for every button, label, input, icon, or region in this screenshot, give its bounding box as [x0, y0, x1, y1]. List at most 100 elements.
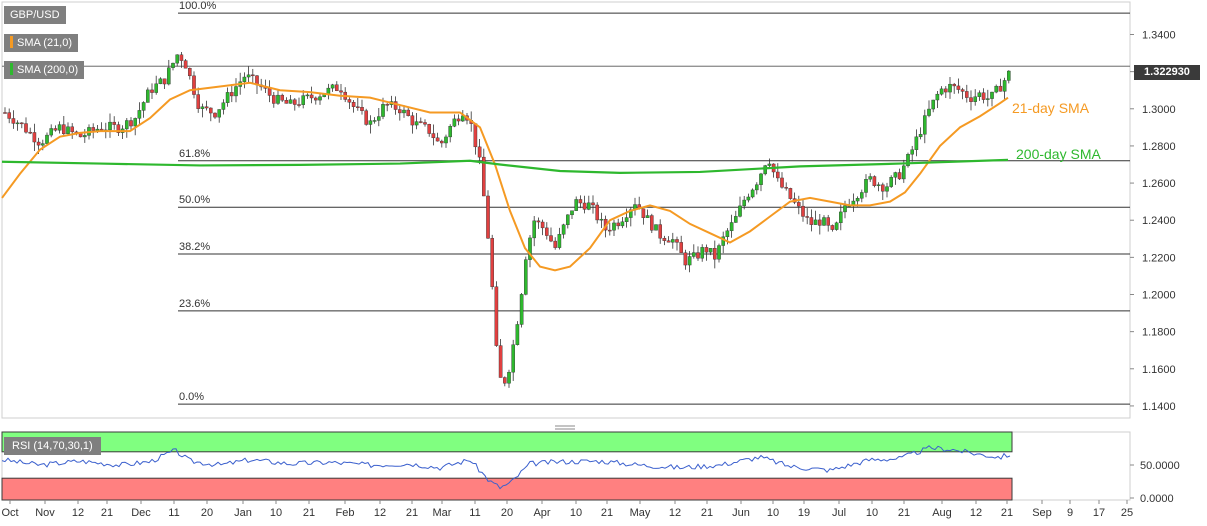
candle-body: [246, 74, 251, 78]
candle-body: [549, 235, 553, 242]
candle-body: [494, 286, 499, 346]
candle-body: [498, 345, 503, 378]
candle-body: [24, 123, 28, 133]
candle-body: [557, 234, 562, 248]
candle-body: [36, 141, 41, 146]
candle-body: [578, 199, 583, 204]
candle-body: [503, 377, 507, 384]
candle-body: [486, 195, 490, 239]
x-tick-label: 12: [970, 507, 982, 519]
legend-sma21-label: SMA (21,0): [17, 37, 73, 49]
x-tick-label: 21: [701, 507, 713, 519]
candle-body: [187, 68, 192, 77]
candle-body: [1002, 80, 1007, 92]
candle-body: [364, 110, 369, 125]
candle-body: [914, 136, 919, 150]
candle-body: [276, 94, 280, 104]
candle-body: [902, 165, 906, 180]
candle-body: [881, 184, 885, 192]
candle-body: [574, 199, 578, 211]
candle-body: [381, 104, 385, 117]
candle-body: [960, 89, 965, 92]
candle-body: [335, 84, 339, 91]
moving-averages: [1, 81, 1009, 272]
x-tick-label: 21: [101, 507, 113, 519]
candle-body: [414, 121, 419, 126]
x-tick-label: Mar: [433, 507, 452, 519]
candle-body: [108, 121, 112, 131]
candle-body: [477, 146, 482, 158]
x-tick-label: May: [630, 507, 651, 519]
candle-body: [931, 99, 935, 110]
candle-body: [435, 137, 440, 142]
candle-body: [872, 176, 877, 186]
candle-body: [393, 101, 398, 110]
candle-body: [444, 136, 448, 144]
candle-body: [662, 237, 667, 241]
x-tick-label: Jun: [732, 507, 750, 519]
candle-body: [175, 54, 180, 64]
candle-body: [11, 118, 16, 124]
candle-body: [666, 240, 671, 243]
candle-body: [82, 135, 87, 138]
candle-body: [507, 371, 511, 384]
candle-body: [566, 214, 570, 225]
candle-body: [939, 88, 944, 95]
candle-body: [608, 229, 612, 232]
candle-body: [582, 202, 587, 210]
candle-body: [3, 112, 7, 114]
x-tick-label: Nov: [35, 507, 55, 519]
candle-body: [545, 227, 549, 236]
candle-body: [124, 120, 129, 130]
x-tick-label: Dec: [131, 507, 151, 519]
candle-body: [368, 120, 373, 125]
candle-body: [377, 116, 381, 121]
candle-body: [763, 165, 767, 175]
x-tick-label: 11: [469, 507, 480, 519]
candle-body: [868, 176, 872, 180]
candle-body: [981, 92, 986, 100]
candle-body: [162, 78, 167, 85]
x-tick-label: 12: [374, 507, 386, 519]
candle-body: [780, 177, 784, 188]
rsi-legend: RSI (14,70,30,1): [4, 437, 101, 455]
candle-body: [440, 140, 444, 144]
rsi-line-path: [1, 445, 1011, 490]
candle-body: [179, 54, 184, 61]
candle-body: [797, 202, 801, 207]
axes: 1.34001.32001.30001.28001.26001.24001.22…: [1, 30, 1179, 520]
x-tick-label: 21: [303, 507, 315, 519]
candle-body: [250, 74, 255, 77]
candle-body: [49, 128, 53, 136]
x-tick-label: 10: [570, 507, 582, 519]
candle-body: [692, 252, 696, 257]
last-price-tag: 1.322930: [1134, 65, 1200, 80]
candle-body: [864, 179, 868, 193]
candle-body: [15, 122, 20, 125]
y-tick-label: 1.1400: [1142, 401, 1176, 413]
candle-body: [784, 187, 788, 189]
last-price-value: 1.322930: [1144, 66, 1190, 78]
candle-body: [834, 222, 839, 230]
x-tick-label: 21: [1001, 507, 1013, 519]
candle-body: [360, 107, 364, 111]
sma200-swatch-icon: [10, 63, 13, 75]
candle-body: [204, 106, 209, 109]
candle-body: [150, 89, 154, 93]
candle-body: [713, 248, 717, 260]
candle-body: [561, 224, 566, 235]
candle-body: [473, 123, 478, 148]
y-tick-label: 1.1800: [1142, 327, 1176, 339]
legend-sma200: SMA (200,0): [4, 61, 85, 79]
rsi-oversold-band: [1, 477, 1013, 501]
candle-body: [419, 121, 423, 123]
candle-body: [200, 106, 205, 109]
candle-body: [956, 85, 961, 90]
x-tick-label: 12: [72, 507, 84, 519]
candle-body: [91, 127, 95, 131]
candle-body: [860, 192, 864, 199]
candle-body: [952, 83, 956, 87]
x-tick-label: Oct: [1, 507, 18, 519]
candle-body: [66, 126, 70, 135]
